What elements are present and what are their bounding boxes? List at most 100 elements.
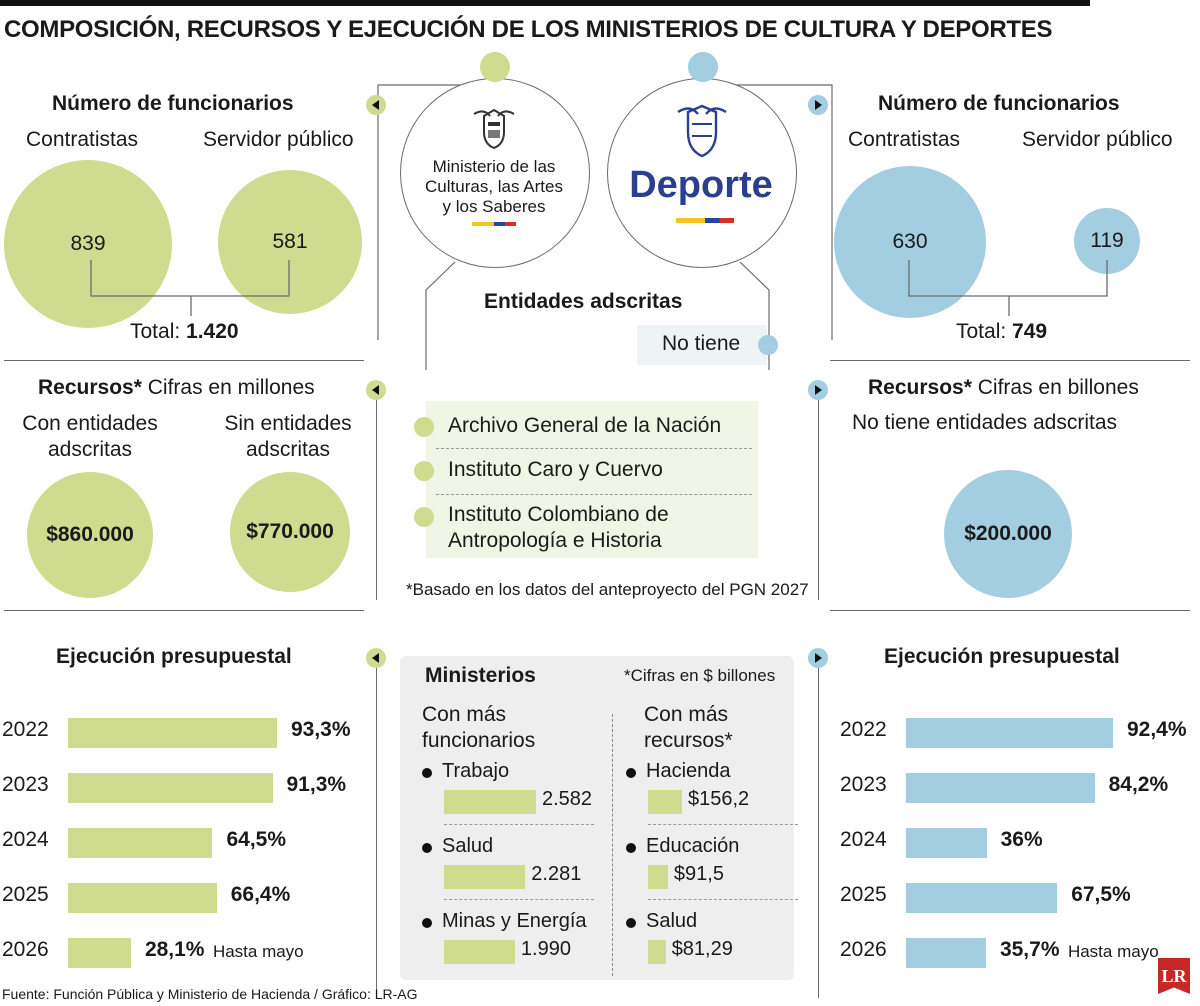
exec-bar bbox=[68, 938, 131, 968]
year-label: 2023 bbox=[2, 773, 49, 796]
culture-logo-text: Ministerio de las Culturas, las Artes y … bbox=[400, 157, 588, 217]
label-line: Con entidades bbox=[22, 412, 158, 435]
section-divider bbox=[4, 360, 364, 361]
label-line: adscritas bbox=[245, 438, 331, 461]
bullet-dot bbox=[626, 918, 636, 928]
exec-bar bbox=[68, 828, 213, 858]
culture-public-label: Servidor público bbox=[203, 128, 354, 151]
exec-bar bbox=[906, 718, 1113, 748]
ministry-divider bbox=[444, 899, 594, 900]
heading-line: funcionarios bbox=[422, 729, 536, 752]
sport-resources-bubble: $200.000 bbox=[944, 470, 1072, 598]
heading-line: recursos* bbox=[644, 729, 733, 752]
ministry-name: Educación bbox=[646, 835, 740, 857]
heading-line: Con más bbox=[644, 703, 729, 726]
sport-exec-chart: 2022 92,4% 2023 84,2% 2024 36% 2025 67,5% 2026 35… bbox=[840, 700, 1195, 990]
section-divider bbox=[830, 360, 1190, 361]
culture-logo-line: y los Saberes bbox=[442, 197, 546, 216]
ministry-value: $91,5 bbox=[673, 863, 724, 885]
bullet-dot bbox=[626, 843, 636, 853]
resources-heading: Con más recursos* bbox=[644, 702, 733, 754]
ministry-divider bbox=[648, 824, 798, 825]
sport-exec-title: Ejecución presupuestal bbox=[884, 645, 1120, 668]
total-value: 1.420 bbox=[186, 320, 239, 343]
year-label: 2025 bbox=[840, 883, 887, 906]
exec-bar bbox=[68, 718, 277, 748]
year-label: 2026 bbox=[840, 938, 887, 961]
exec-bar bbox=[68, 883, 217, 913]
ministry-bar bbox=[648, 790, 682, 814]
logo-connector-lines bbox=[377, 84, 833, 370]
infographic-title: COMPOSICIÓN, RECURSOS Y EJECUCIÓN DE LOS… bbox=[4, 16, 1053, 43]
ministry-value: 2.281 bbox=[531, 863, 582, 885]
entity-dot bbox=[414, 507, 434, 527]
entity-divider bbox=[436, 448, 752, 449]
bullet-dot bbox=[626, 768, 636, 778]
entity-item-line: Antropología e Historia bbox=[448, 529, 662, 552]
column-rule bbox=[818, 668, 819, 998]
resources-title: Recursos* bbox=[868, 376, 972, 399]
label-line: adscritas bbox=[47, 438, 133, 461]
resources-title: Recursos* bbox=[38, 376, 142, 399]
ministry-value: 2.582 bbox=[542, 788, 593, 810]
exec-pct-label: 84,2% bbox=[1108, 773, 1169, 796]
ministries-unit-note: *Cifras en $ billones bbox=[624, 666, 776, 685]
ministry-bar bbox=[648, 865, 668, 889]
sport-resources-title: Recursos* Cifras en billones bbox=[868, 376, 1139, 400]
exec-pct-label: 92,4% bbox=[1126, 718, 1187, 741]
ministry-value: $81,29 bbox=[671, 938, 733, 960]
column-rule bbox=[376, 668, 377, 998]
ministry-name: Trabajo bbox=[442, 760, 510, 782]
exec-pct-label: 28,1% bbox=[144, 938, 205, 961]
culture-legend-dot bbox=[480, 52, 510, 82]
exec-pct-label: 91,3% bbox=[286, 773, 347, 796]
entity-divider bbox=[436, 494, 752, 495]
entity-dot bbox=[414, 417, 434, 437]
ministry-name: Salud bbox=[646, 910, 698, 932]
exec-bar bbox=[906, 828, 987, 858]
year-label: 2024 bbox=[840, 828, 887, 851]
sport-logo-text: Deporte bbox=[629, 164, 773, 206]
culture-arrow-left-icon bbox=[366, 95, 386, 115]
sport-no-entities: No tiene bbox=[662, 332, 741, 355]
coat-of-arms-icon bbox=[677, 104, 727, 158]
year-label: 2026 bbox=[2, 938, 49, 961]
section-divider bbox=[4, 610, 364, 611]
entity-item-line: Instituto Colombiano de bbox=[448, 503, 669, 526]
entity-item: Archivo General de la Nación bbox=[448, 414, 722, 437]
column-rule bbox=[818, 400, 819, 600]
total-value: 749 bbox=[1012, 320, 1048, 343]
ministry-bar bbox=[444, 865, 526, 889]
culture-logo-line: Ministerio de las bbox=[432, 157, 556, 176]
label-line: Sin entidades bbox=[224, 412, 352, 435]
year-label: 2022 bbox=[2, 718, 49, 741]
sport-arrow-right-icon bbox=[808, 648, 828, 668]
culture-contractors-label: Contratistas bbox=[26, 128, 139, 151]
ministry-bar bbox=[648, 940, 666, 964]
flag-stripe bbox=[472, 222, 516, 226]
exec-pct-label: 35,7% bbox=[999, 938, 1060, 961]
culture-with-bubble: $860.000 bbox=[27, 472, 153, 598]
entity-dot bbox=[414, 461, 434, 481]
exec-annotation: Hasta mayo bbox=[212, 942, 304, 961]
culture-exec-title: Ejecución presupuestal bbox=[56, 645, 292, 668]
year-label: 2024 bbox=[2, 828, 49, 851]
sport-entity-dot bbox=[758, 335, 778, 355]
bullet-dot bbox=[422, 768, 432, 778]
exec-annotation: Hasta mayo bbox=[1067, 942, 1159, 961]
ministries-title: Ministerios bbox=[425, 664, 536, 687]
entities-footnote: *Basado en los datos del anteproyecto de… bbox=[406, 580, 809, 599]
sport-contractors-value: 630 bbox=[892, 230, 928, 253]
staff-heading: Con más funcionarios bbox=[422, 702, 535, 754]
culture-exec-chart: 2022 93,3% 2023 91,3% 2024 64,5% 2025 66,4% 2026… bbox=[0, 700, 370, 990]
sport-public-bubble: 119 bbox=[1074, 208, 1140, 274]
culture-without-label: Sin entidades adscritas bbox=[198, 411, 378, 463]
culture-resources-title: Recursos* Cifras en millones bbox=[38, 376, 315, 400]
ministries-panel bbox=[400, 656, 794, 980]
exec-pct-label: 67,5% bbox=[1071, 883, 1131, 906]
heading-line: Con más bbox=[422, 703, 507, 726]
column-rule bbox=[376, 400, 377, 600]
ministries-divider bbox=[612, 714, 613, 976]
exec-bar bbox=[906, 883, 1058, 913]
sport-total: Total: 749 bbox=[956, 320, 1047, 344]
